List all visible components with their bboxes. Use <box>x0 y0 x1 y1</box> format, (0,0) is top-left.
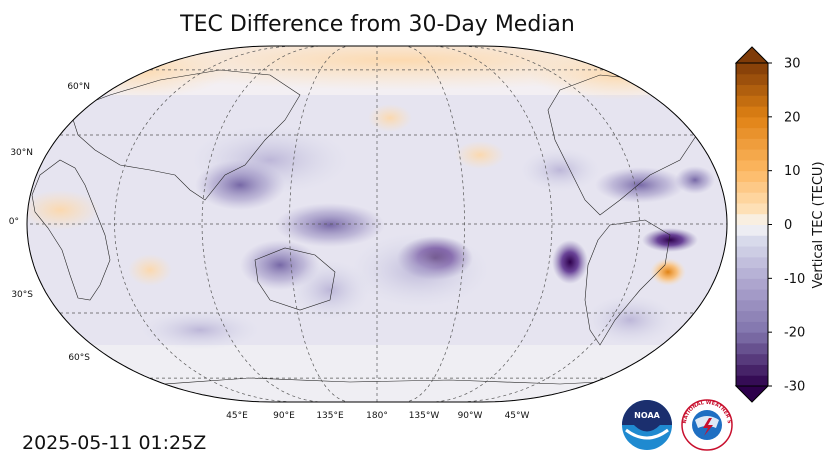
colorbar-label: Vertical TEC (TECU) <box>811 161 826 288</box>
colorbar-band <box>736 289 768 301</box>
colorbar-band <box>736 246 768 258</box>
colorbar-band <box>736 342 768 355</box>
colorbar-band <box>736 106 768 118</box>
lat-label-0: 0° <box>9 217 19 227</box>
lat-label-30s: 30°S <box>11 290 33 300</box>
colorbar-band <box>736 116 768 129</box>
colorbar-band <box>736 278 768 290</box>
colorbar-band <box>736 138 768 150</box>
colorbar-band <box>736 256 768 269</box>
colorbar-band <box>736 84 768 96</box>
lon-label-135e: 135°E <box>316 411 344 421</box>
colorbar-tick-label: -20 <box>784 326 805 341</box>
meridian-gridline <box>455 46 640 402</box>
map-title: TEC Difference from 30-Day Median <box>180 12 575 37</box>
meridian-gridline <box>289 46 351 402</box>
lon-label-135w: 135°W <box>409 411 440 421</box>
timestamp: 2025-05-11 01:25Z <box>22 432 207 454</box>
colorbar-band <box>736 235 768 247</box>
colorbar-band <box>736 267 768 279</box>
globe-outline <box>26 45 728 403</box>
lat-label-30n: 30°N <box>10 148 33 158</box>
lon-label-45w: 45°W <box>505 411 530 421</box>
colorbar-max-extend <box>734 46 770 64</box>
colorbar-band <box>736 63 768 75</box>
colorbar-band <box>736 202 768 215</box>
colorbar-band <box>736 95 768 107</box>
lon-label-90e: 90°E <box>273 411 295 421</box>
noaa-logo: NOAA <box>622 400 672 450</box>
colorbar-tick-label: 10 <box>784 164 801 179</box>
nws-logo: NATIONAL WEATHER SERVICE <box>680 398 733 451</box>
colorbar-tick-label: -30 <box>784 380 805 395</box>
colorbar-band <box>736 310 768 322</box>
colorbar-band <box>736 321 768 333</box>
colorbar-tick-label: 30 <box>784 57 801 72</box>
colorbar-tick-label: 0 <box>784 218 792 233</box>
meridian-gridline <box>429 46 553 402</box>
lat-label-60n: 60°N <box>67 82 90 92</box>
lon-label-180: 180° <box>366 411 388 421</box>
colorbar-band <box>736 73 768 86</box>
colorbar-min-extend <box>734 385 770 403</box>
lon-label-90w: 90°W <box>458 411 483 421</box>
meridian-gridline <box>114 46 299 402</box>
colorbar-band <box>736 159 768 172</box>
colorbar-band <box>736 170 768 182</box>
colorbar-band <box>736 213 768 225</box>
colorbar-band <box>736 364 768 376</box>
meridian-gridline <box>201 46 325 402</box>
meridian-gridline <box>403 46 465 402</box>
noaa-logo-text: NOAA <box>634 411 660 420</box>
lat-label-60s: 60°S <box>68 353 90 363</box>
colorbar-band <box>736 332 768 344</box>
colorbar-tick-label: -10 <box>784 272 805 287</box>
lon-label-45e: 45°E <box>226 411 248 421</box>
colorbar-band <box>736 127 768 139</box>
colorbar-band <box>736 192 768 204</box>
colorbar-band <box>736 353 768 365</box>
colorbar-band <box>736 224 768 236</box>
colorbar-band <box>736 149 768 161</box>
colorbar-band <box>736 375 768 387</box>
colorbar-tick-label: 20 <box>784 110 801 125</box>
colorbar-band <box>736 181 768 193</box>
colorbar-band <box>736 299 768 312</box>
